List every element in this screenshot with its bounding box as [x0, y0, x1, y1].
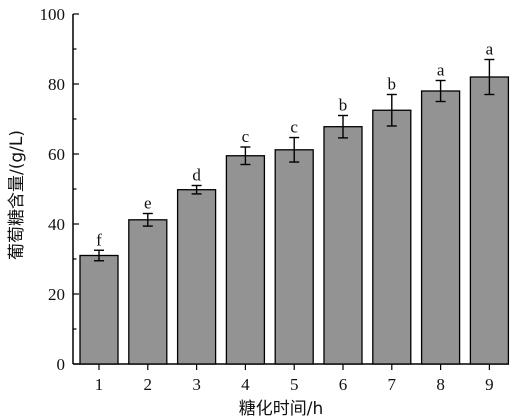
x-tick-label: 1 [95, 375, 104, 394]
significance-letter: e [144, 194, 152, 213]
x-axis: 1 2 3 4 5 6 7 8 9 [73, 363, 509, 394]
x-tick-label: 9 [485, 375, 494, 394]
significance-letter: b [339, 96, 348, 115]
y-tick-label: 40 [48, 215, 65, 234]
x-tick-label: 2 [144, 375, 153, 394]
significance-letter: d [192, 166, 201, 185]
bar [176, 189, 217, 365]
bar [128, 219, 168, 365]
error-bars-group [94, 58, 495, 262]
significance-letter: a [437, 61, 445, 80]
x-tick-label: 4 [241, 375, 250, 394]
y-tick-label: 100 [40, 5, 66, 24]
significance-letters-group: f e d c c b b a a [96, 40, 493, 250]
x-tick-label: 7 [388, 375, 397, 394]
y-tick-label: 60 [48, 145, 65, 164]
x-tick-label: 5 [290, 375, 299, 394]
significance-letter: f [96, 230, 102, 249]
y-tick-label: 20 [48, 285, 65, 304]
bar [323, 126, 363, 365]
significance-letter: b [388, 75, 397, 94]
significance-letter: a [486, 40, 494, 59]
x-axis-title: 糖化时间/h [239, 399, 324, 419]
bar [420, 90, 461, 365]
significance-letter: c [242, 127, 250, 146]
y-tick-label: 80 [48, 75, 65, 94]
x-tick-label: 8 [436, 375, 445, 394]
y-axis-title: 葡萄糖含量/(g/L) [7, 130, 27, 260]
significance-letter: c [290, 118, 298, 137]
bar [372, 109, 412, 365]
bar [469, 76, 510, 365]
bar [79, 254, 119, 365]
bar [274, 149, 314, 365]
y-tick-label: 0 [57, 355, 66, 374]
x-tick-label: 3 [192, 375, 201, 394]
y-axis: 0 20 40 60 80 100 [40, 5, 79, 374]
bar [225, 155, 266, 365]
x-tick-label: 6 [339, 375, 348, 394]
